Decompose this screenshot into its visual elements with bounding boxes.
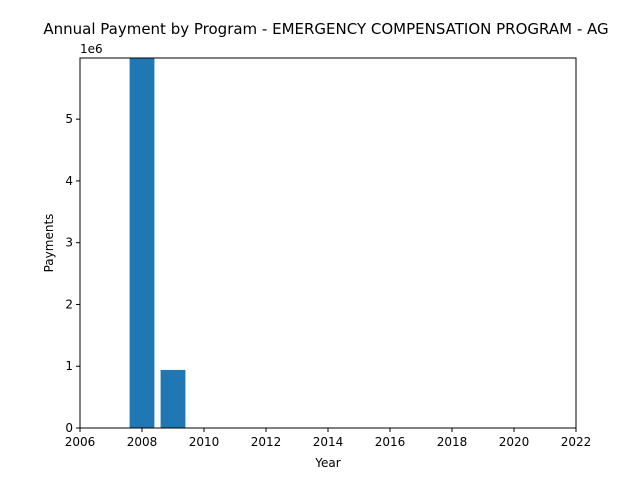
x-axis-ticks: 2006 2008 2010 2012 2014 2016 2018 2020 2022 <box>65 428 592 449</box>
x-tick-label: 2014 <box>313 435 344 449</box>
y-tick-label: 4 <box>65 174 73 188</box>
x-tick-label: 2006 <box>65 435 96 449</box>
y-tick-label: 0 <box>65 421 73 435</box>
x-tick-label: 2016 <box>375 435 406 449</box>
x-tick-label: 2010 <box>189 435 220 449</box>
y-tick-label: 3 <box>65 236 73 250</box>
y-tick-label: 2 <box>65 297 73 311</box>
y-tick-label: 1 <box>65 359 73 373</box>
y-tick-label: 5 <box>65 112 73 126</box>
x-tick-label: 2020 <box>499 435 530 449</box>
x-tick-label: 2008 <box>127 435 158 449</box>
bars-group <box>129 58 186 428</box>
x-tick-label: 2018 <box>437 435 468 449</box>
x-axis-label: Year <box>314 456 340 470</box>
bar-2009 <box>160 369 186 428</box>
y-offset-label: 1e6 <box>80 42 103 56</box>
chart-title: Annual Payment by Program - EMERGENCY CO… <box>43 20 608 38</box>
y-axis-ticks: 0 1 2 3 4 5 <box>65 112 80 435</box>
x-tick-label: 2022 <box>561 435 592 449</box>
x-tick-label: 2012 <box>251 435 282 449</box>
bar-2008 <box>129 58 155 428</box>
y-axis-label: Payments <box>42 214 56 273</box>
